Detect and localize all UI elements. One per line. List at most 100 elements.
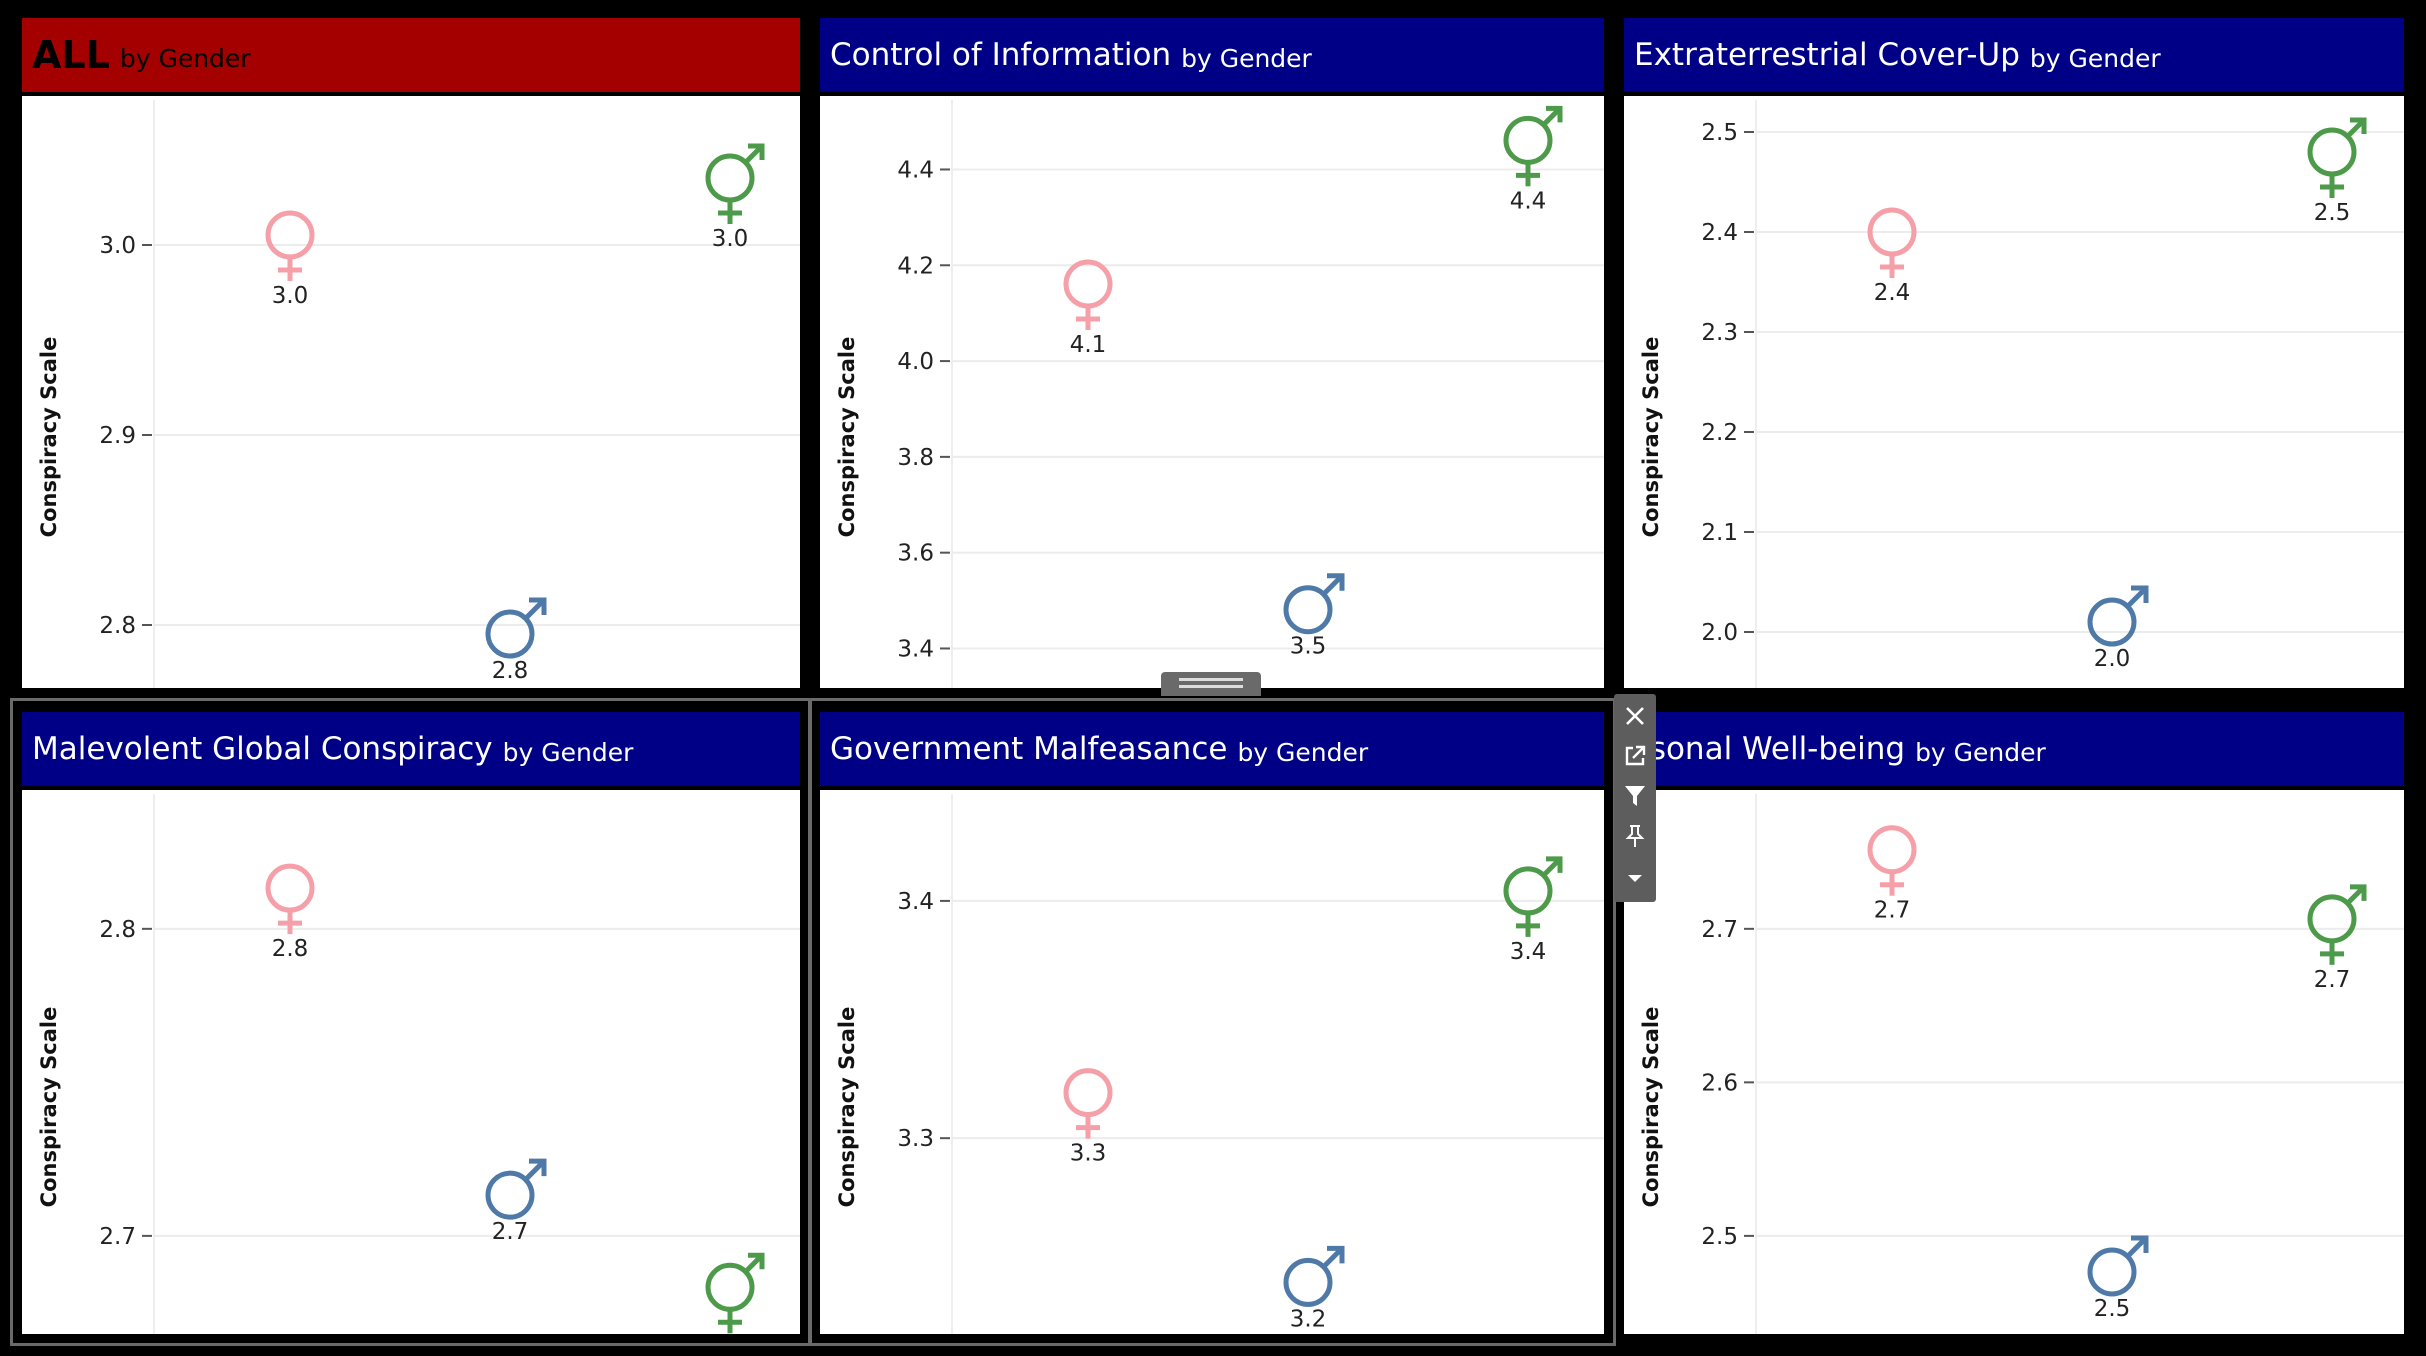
y-tick-label: 2.4	[1701, 220, 1738, 246]
chart-panel-all[interactable]: ALL by Gender 3.0 2.9 2.8 Conspiracy Scale 3…	[22, 18, 800, 688]
y-tick-label: 2.5	[1701, 120, 1738, 146]
y-tick-label: 2.8	[99, 613, 136, 639]
plot-area: 4.4 4.2 4.0 3.8 3.6 3.4 Conspiracy Scale 4.1 3.5…	[820, 100, 1604, 688]
y-tick-label: 4.4	[897, 157, 934, 183]
data-label: 3.3	[1070, 1141, 1107, 1167]
y-tick-label: 3.8	[897, 445, 934, 471]
filter-icon[interactable]	[1614, 776, 1656, 816]
open-external-icon[interactable]	[1614, 736, 1656, 776]
y-tick-label: 2.3	[1701, 320, 1738, 346]
panel-header: Government Malfeasance by Gender	[820, 712, 1604, 790]
male-symbol-icon[interactable]	[485, 597, 547, 659]
y-axis-title: Conspiracy Scale	[835, 1007, 859, 1208]
transgender-symbol-icon[interactable]	[705, 1252, 765, 1334]
grip-lines	[1179, 678, 1243, 688]
panel-subtitle: by Gender	[1915, 737, 2046, 767]
y-tick-label: 2.5	[1701, 1224, 1738, 1250]
chart-panel-control-of-information[interactable]: Control of Information by Gender 4.4 4.2 4…	[820, 18, 1604, 688]
female-symbol-icon[interactable]	[1867, 825, 1917, 896]
female-symbol-icon[interactable]	[1063, 1068, 1113, 1139]
close-icon[interactable]	[1614, 696, 1656, 736]
panel-title: ALL	[32, 33, 110, 77]
pin-icon[interactable]	[1614, 816, 1656, 856]
y-tick-label: 2.7	[99, 1224, 136, 1250]
female-symbol-icon[interactable]	[1063, 259, 1113, 331]
panel-title: Government Malfeasance	[830, 731, 1228, 767]
panel-header: ersonal Well-being by Gender	[1624, 712, 2404, 790]
y-tick-label: 3.4	[897, 636, 934, 662]
y-axis-title: Conspiracy Scale	[37, 1007, 61, 1208]
y-tick-label: 3.6	[897, 541, 934, 567]
data-label: 2.4	[1874, 280, 1911, 306]
transgender-symbol-icon[interactable]	[2307, 884, 2367, 965]
female-symbol-icon[interactable]	[1867, 207, 1917, 278]
male-symbol-icon[interactable]	[2087, 585, 2149, 647]
male-symbol-icon[interactable]	[485, 1158, 547, 1220]
chart-panel-extraterrestrial-cover-up[interactable]: Extraterrestrial Cover-Up by Gender 2.5 2…	[1624, 18, 2404, 688]
transgender-symbol-icon[interactable]	[1503, 105, 1563, 187]
panel-header: ALL by Gender	[22, 18, 800, 96]
data-label: 2.7	[492, 1219, 529, 1245]
plot-area: 2.5 2.4 2.3 2.2 2.1 2.0 Conspiracy Scale 2.4 2.0…	[1624, 100, 2404, 688]
panel-subtitle: by Gender	[119, 43, 251, 73]
data-label: 3.2	[1290, 1306, 1327, 1332]
chart-panel-personal-well-being[interactable]: ersonal Well-being by Gender 2.7 2.6 2.5 Co…	[1624, 712, 2404, 1334]
y-tick-label: 2.1	[1701, 520, 1738, 546]
data-label: 4.4	[1510, 188, 1547, 214]
male-symbol-icon[interactable]	[1283, 573, 1345, 635]
panel-header: Control of Information by Gender	[820, 18, 1604, 96]
panel-header: Extraterrestrial Cover-Up by Gender	[1624, 18, 2404, 96]
data-label: 3.4	[1510, 939, 1547, 965]
plot-area: 3.4 3.3 Conspiracy Scale 3.3 3.2 3.4	[820, 794, 1604, 1334]
female-symbol-icon[interactable]	[265, 863, 315, 935]
dropdown-arrow-icon[interactable]	[1614, 858, 1656, 898]
panel-title: Control of Information	[830, 37, 1172, 73]
data-label: 3.5	[1290, 634, 1327, 660]
plot-area: 2.7 2.6 2.5 Conspiracy Scale 2.7 2.5 2.7	[1624, 794, 2404, 1334]
y-axis-title: Conspiracy Scale	[1639, 1007, 1663, 1208]
scatter-chart: 2.7 2.6 2.5 Conspiracy Scale 2.7 2.5 2.7	[1639, 794, 2404, 1334]
y-axis-title: Conspiracy Scale	[835, 337, 859, 538]
transgender-symbol-icon[interactable]	[705, 143, 765, 224]
transgender-symbol-icon[interactable]	[1503, 856, 1563, 937]
panel-title: Malevolent Global Conspiracy	[32, 731, 493, 767]
data-label: 2.7	[2314, 967, 2351, 993]
data-label: 2.8	[492, 658, 529, 684]
data-label: 3.0	[272, 283, 309, 309]
scatter-chart: 3.0 2.9 2.8 Conspiracy Scale 3.0 2.8 3.0	[37, 100, 800, 688]
panel-subtitle: by Gender	[1181, 43, 1312, 73]
y-axis-title: Conspiracy Scale	[1639, 337, 1663, 538]
male-symbol-icon[interactable]	[2087, 1235, 2149, 1297]
scatter-chart: 4.4 4.2 4.0 3.8 3.6 3.4 Conspiracy Scale 4.1 3.5…	[835, 100, 1604, 688]
scatter-chart: 2.5 2.4 2.3 2.2 2.1 2.0 Conspiracy Scale 2.4 2.0…	[1639, 100, 2404, 688]
y-tick-label: 3.0	[99, 233, 136, 259]
transgender-symbol-icon[interactable]	[2307, 117, 2367, 198]
y-tick-label: 4.0	[897, 349, 934, 375]
y-tick-label: 2.9	[99, 423, 136, 449]
data-label: 2.0	[2094, 646, 2131, 672]
panel-title: ersonal Well-being	[1624, 731, 1906, 767]
y-tick-label: 3.4	[897, 889, 934, 915]
move-handle[interactable]	[1161, 672, 1261, 696]
female-symbol-icon[interactable]	[265, 210, 315, 281]
chart-panel-government-malfeasance[interactable]: Government Malfeasance by Gender 3.4 3.3 C…	[820, 712, 1604, 1334]
y-axis-title: Conspiracy Scale	[37, 337, 61, 538]
data-label: 4.1	[1070, 332, 1107, 358]
male-symbol-icon[interactable]	[1283, 1245, 1345, 1307]
plot-area: 3.0 2.9 2.8 Conspiracy Scale 3.0 2.8 3.0	[22, 100, 800, 688]
chart-panel-malevolent-global-conspiracy[interactable]: Malevolent Global Conspiracy by Gender 2…	[22, 712, 800, 1334]
y-tick-label: 2.0	[1701, 620, 1738, 646]
data-label: 3.0	[712, 226, 749, 252]
data-label: 2.5	[2094, 1296, 2131, 1322]
y-tick-label: 2.8	[99, 917, 136, 943]
scatter-chart: 3.4 3.3 Conspiracy Scale 3.3 3.2 3.4	[835, 794, 1604, 1334]
data-label: 2.8	[272, 936, 309, 962]
y-tick-label: 3.3	[897, 1126, 934, 1152]
y-tick-label: 2.7	[1701, 917, 1738, 943]
y-tick-label: 2.2	[1701, 420, 1738, 446]
panel-header: Malevolent Global Conspiracy by Gender	[22, 712, 800, 790]
panel-subtitle: by Gender	[502, 737, 634, 767]
y-tick-label: 4.2	[897, 253, 934, 279]
